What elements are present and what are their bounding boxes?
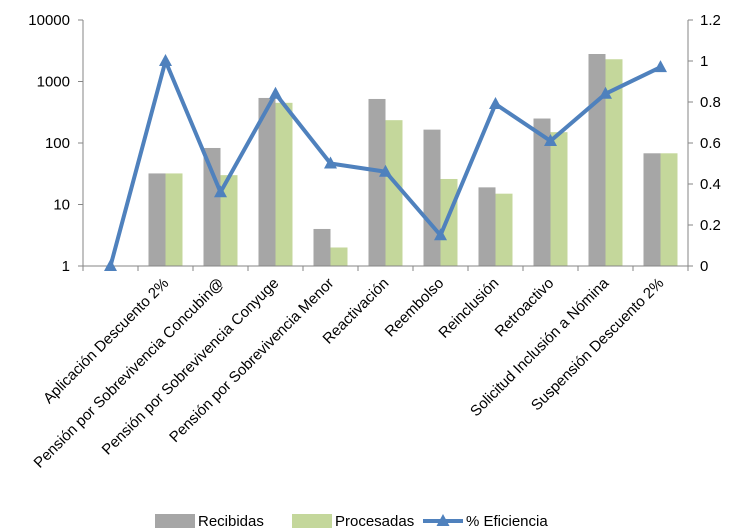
legend-label: % Eficiencia [466, 513, 548, 530]
bars [148, 53, 678, 267]
bar-procesadas [165, 173, 183, 266]
bar-procesadas [220, 175, 238, 266]
bar-recibidas [533, 118, 551, 266]
efficiency-point [654, 60, 667, 73]
efficiency-point [434, 228, 447, 241]
efficiency-point [599, 86, 612, 99]
bar-recibidas [423, 129, 441, 266]
bar-recibidas [148, 173, 166, 266]
legend-swatch [292, 514, 332, 528]
category-label: Pensión por Sobrevivencia Concubin@ [31, 275, 228, 472]
bar-recibidas [203, 147, 221, 266]
category-label: Reinclusión [435, 275, 502, 342]
right-tick-label: 1 [700, 53, 708, 70]
bar-procesadas [275, 102, 293, 267]
efficiency-point [324, 156, 337, 169]
bar-procesadas [550, 132, 568, 266]
bar-recibidas [313, 228, 331, 266]
bar-recibidas [258, 97, 276, 266]
efficiency-point [104, 259, 117, 271]
efficiency-line [104, 54, 667, 271]
left-tick-label: 10 [53, 197, 70, 214]
legend-label: Procesadas [335, 513, 414, 530]
bar-procesadas [660, 153, 678, 266]
left-tick-label: 100 [45, 135, 70, 152]
left-tick-label: 1 [62, 258, 70, 275]
efficiency-point [379, 164, 392, 177]
right-tick-label: 1.2 [700, 12, 721, 29]
bar-procesadas [330, 247, 348, 266]
bar-recibidas [368, 98, 386, 267]
right-tick-label: 0.4 [700, 176, 721, 193]
efficiency-point [544, 133, 557, 146]
bar-procesadas [440, 178, 458, 266]
category-labels: Aplicación Descuento 2%Pensión por Sobre… [31, 274, 668, 471]
right-axis-ticks: 0 0.2 0.4 0.6 0.8 1 1.2 [688, 12, 721, 275]
bar-procesadas [385, 120, 403, 267]
legend-swatch [155, 514, 195, 528]
bar-procesadas [605, 59, 623, 266]
bar-recibidas [588, 53, 606, 266]
legend-marker [436, 514, 450, 526]
left-tick-label: 1000 [37, 74, 70, 91]
efficiency-point [489, 97, 502, 110]
left-axis-ticks: 1 10 100 1000 10000 [28, 12, 689, 275]
legend: Recibidas Procesadas % Eficiencia [155, 513, 548, 530]
bar-recibidas [478, 187, 496, 266]
efficiency-point [214, 185, 227, 198]
right-tick-label: 0 [700, 258, 708, 275]
legend-label: Recibidas [198, 513, 264, 530]
efficiency-point [159, 54, 172, 66]
efficiency-point [269, 86, 282, 99]
right-tick-label: 0.8 [700, 94, 721, 111]
right-tick-label: 0.6 [700, 135, 721, 152]
right-tick-label: 0.2 [700, 217, 721, 234]
left-tick-label: 10000 [28, 12, 70, 29]
bar-procesadas [495, 193, 513, 266]
bar-recibidas [643, 153, 661, 266]
